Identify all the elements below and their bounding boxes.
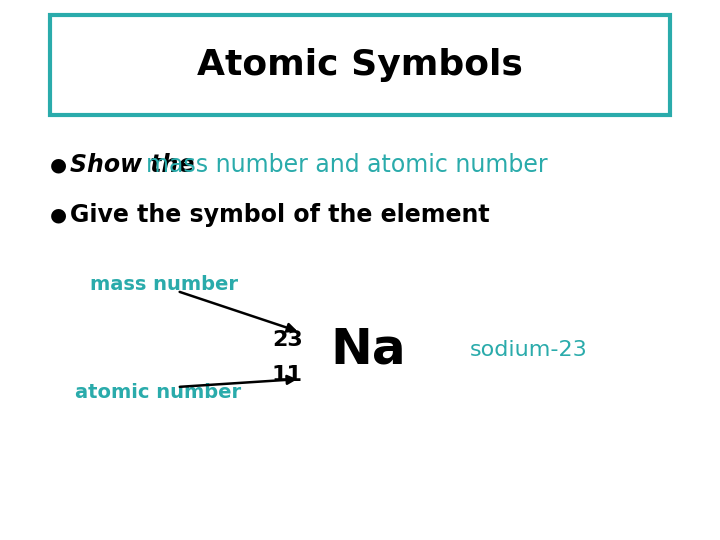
Text: ●: ● [50,156,67,174]
Text: atomic number: atomic number [75,382,241,402]
Text: 11: 11 [272,365,303,385]
FancyBboxPatch shape [50,15,670,115]
Text: mass number: mass number [90,275,238,294]
Text: Atomic Symbols: Atomic Symbols [197,48,523,82]
Text: Na: Na [330,326,405,374]
Text: Show the: Show the [70,153,202,177]
Text: mass number and atomic number: mass number and atomic number [146,153,548,177]
Text: ●: ● [50,206,67,225]
Text: Give the symbol of the element: Give the symbol of the element [70,203,490,227]
Text: 23: 23 [272,330,303,350]
Text: sodium-23: sodium-23 [470,340,588,360]
